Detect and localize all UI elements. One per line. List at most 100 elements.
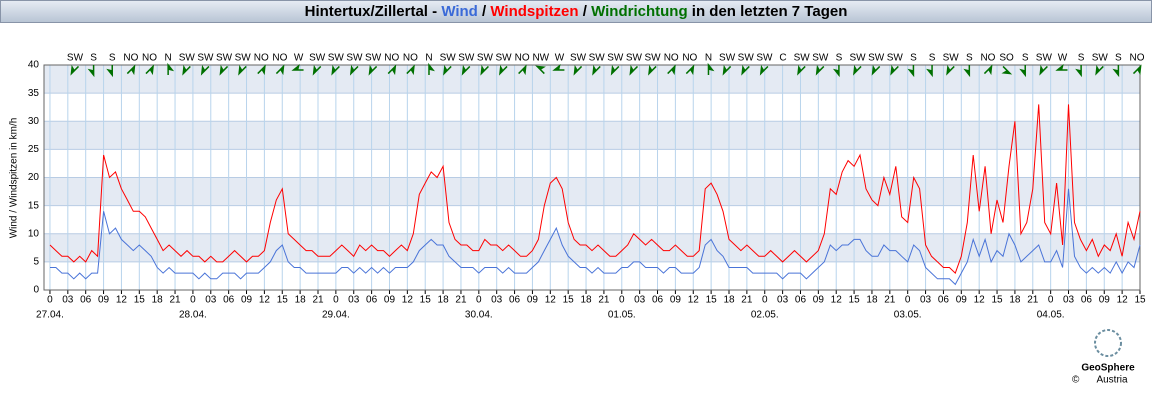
direction-arrow	[387, 64, 397, 76]
direction-arrow	[70, 64, 80, 76]
logo: GeoSphere Austria ©	[1072, 329, 1135, 386]
x-tick-label: 12	[688, 295, 700, 306]
y-axis-label: Wind / Windspitzen in km/h	[9, 118, 20, 239]
x-tick-label: 0	[762, 295, 768, 306]
grid-band	[44, 121, 1140, 150]
x-tick-label: 15	[849, 295, 861, 306]
direction-label: SW	[197, 53, 214, 64]
direction-arrow	[443, 64, 452, 76]
direction-label: SW	[812, 53, 829, 64]
logo-name: GeoSphere	[1081, 363, 1135, 374]
x-tick-label: 0	[905, 295, 911, 306]
direction-arrow	[1112, 65, 1120, 78]
x-tick-label: 21	[312, 295, 324, 306]
direction-label: SW	[719, 53, 736, 64]
direction-arrow	[1019, 65, 1026, 78]
direction-label: N	[705, 53, 712, 64]
direction-label: SW	[943, 53, 960, 64]
direction-label: SW	[440, 53, 457, 64]
series-line	[49, 104, 1141, 274]
direction-label: SW	[458, 53, 475, 64]
x-tick-label: 0	[476, 295, 482, 306]
direction-label: SW	[67, 53, 84, 64]
direction-label: SW	[216, 53, 233, 64]
x-tick-label: 06	[795, 295, 807, 306]
x-tick-label: 18	[295, 295, 307, 306]
direction-arrow	[815, 64, 825, 76]
x-tick-label: 18	[580, 295, 592, 306]
direction-arrow	[759, 64, 769, 76]
y-tick-label: 10	[28, 228, 40, 239]
direction-arrow	[106, 65, 113, 78]
x-tick-label: 18	[152, 295, 164, 306]
direction-arrow	[907, 65, 915, 78]
direction-label: SW	[887, 53, 904, 64]
direction-arrow	[145, 64, 155, 76]
y-tick-label: 20	[28, 172, 40, 183]
x-tick-label: 06	[223, 295, 235, 306]
direction-label: NO	[384, 53, 399, 64]
x-tick-label: 06	[652, 295, 664, 306]
direction-label: NO	[403, 53, 418, 64]
x-tick-label: 18	[438, 295, 450, 306]
date-label: 30.04.	[465, 310, 493, 321]
title-prefix: Hintertux/Zillertal -	[305, 3, 438, 20]
direction-arrow	[1055, 64, 1068, 71]
x-tick-label: 0	[47, 295, 53, 306]
x-tick-label: 21	[884, 295, 896, 306]
x-tick-label: 15	[420, 295, 432, 306]
direction-arrow	[1001, 65, 1013, 75]
series-line	[50, 188, 1141, 286]
direction-label: S	[910, 53, 917, 64]
title-wind: Wind	[441, 3, 478, 20]
direction-label: S	[90, 53, 97, 64]
x-tick-label: 15	[991, 295, 1003, 306]
direction-arrow	[946, 64, 955, 76]
direction-label: SW	[346, 53, 363, 64]
direction-arrow	[1095, 64, 1104, 76]
direction-label: NO	[272, 53, 287, 64]
direction-label: SW	[309, 53, 326, 64]
direction-label: NO	[682, 53, 697, 64]
direction-label: SW	[607, 53, 624, 64]
direction-arrow	[832, 65, 840, 78]
direction-label: SW	[645, 53, 662, 64]
direction-arrow	[926, 65, 933, 78]
direction-label: SW	[738, 53, 755, 64]
grid-band	[44, 233, 1140, 262]
x-tick-label: 15	[563, 295, 575, 306]
direction-label: SW	[570, 53, 587, 64]
x-tick-label: 0	[333, 295, 339, 306]
x-tick-label: 0	[190, 295, 196, 306]
title-sep: /	[583, 3, 588, 20]
x-tick-label: 12	[1117, 295, 1129, 306]
direction-label: SW	[1036, 53, 1053, 64]
direction-label: SW	[756, 53, 773, 64]
x-tick-label: 09	[956, 295, 968, 306]
direction-arrow	[291, 64, 304, 71]
direction-label: NO	[142, 53, 157, 64]
direction-label: SW	[495, 53, 512, 64]
x-tick-label: 03	[920, 295, 932, 306]
direction-label: SW	[235, 53, 252, 64]
date-label: 28.04.	[179, 310, 207, 321]
x-tick-label: 15	[1134, 295, 1146, 306]
x-tick-label: 12	[259, 295, 271, 306]
direction-arrow	[871, 64, 881, 76]
date-label: 03.05.	[894, 310, 922, 321]
x-tick-label: 15	[277, 295, 289, 306]
x-tick-label: 03	[777, 295, 789, 306]
direction-label: SW	[868, 53, 885, 64]
direction-label: W	[294, 53, 304, 64]
direction-arrow	[368, 64, 378, 76]
direction-label: NO	[664, 53, 679, 64]
y-tick-label: 35	[28, 88, 40, 99]
direction-label: S	[966, 53, 973, 64]
direction-arrow	[573, 64, 583, 76]
direction-arrow	[610, 64, 620, 76]
direction-arrow	[182, 64, 191, 76]
direction-arrow	[349, 64, 359, 76]
direction-arrow	[685, 64, 695, 76]
y-tick-label: 0	[33, 285, 39, 296]
direction-arrow	[741, 64, 750, 76]
